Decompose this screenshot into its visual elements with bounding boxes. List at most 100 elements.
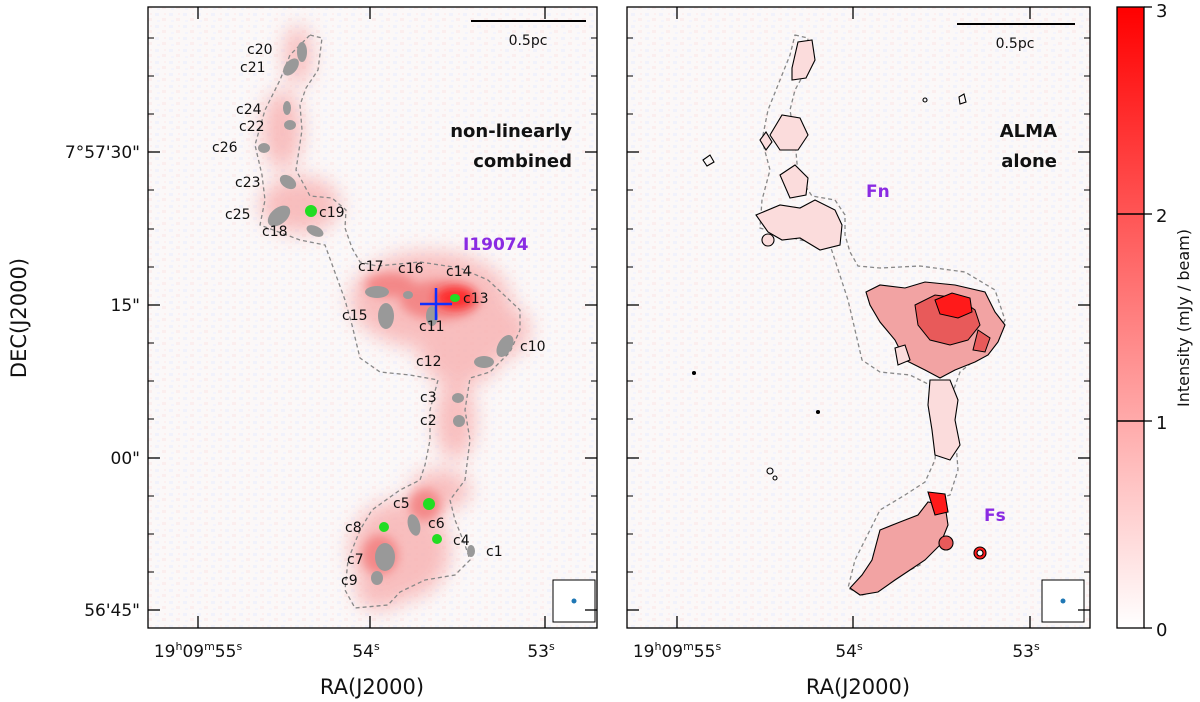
colorbar-ticks (1144, 6, 1152, 629)
colorbar-frame (1116, 6, 1145, 629)
core-c9-ellipse (371, 571, 383, 585)
left-title-line2: combined (473, 151, 572, 172)
label-c6: c6 (428, 516, 445, 532)
right-background (627, 7, 1090, 628)
source-cross (420, 288, 452, 320)
colorbar-level-lines (1117, 213, 1144, 422)
label-c13: c13 (463, 291, 489, 307)
x-tick-labels-left: 19h09m55s 54s 53s (154, 640, 555, 662)
x-axis-title-right: RA(J2000) (806, 675, 910, 699)
core-c20-ellipse (297, 42, 307, 62)
core-c18-ellipse (306, 225, 324, 237)
y-tick-label-1: 15" (111, 296, 140, 316)
label-c23: c23 (235, 175, 261, 191)
core-c7-ellipse (375, 543, 395, 571)
region-label-fs: Fs (984, 506, 1006, 526)
right-beam (1060, 598, 1066, 604)
highlighted-cores (305, 205, 460, 544)
right-panel: ALMA alone Fn Fs 0.5pc (626, 6, 1091, 629)
x-tick-label-left-0: 19h09m55s (154, 640, 243, 662)
label-c4: c4 (453, 533, 470, 549)
label-c11: c11 (419, 319, 445, 335)
x-axis-title-left: RA(J2000) (320, 675, 424, 699)
label-c5: c5 (393, 496, 410, 512)
right-title-line2: alone (1001, 151, 1057, 172)
core-c25-ellipse (267, 205, 291, 227)
left-panel: c20 c21 c24 c22 c26 c23 c25 c19 c18 c17 … (147, 6, 598, 629)
y-tick-label-2: 00" (111, 449, 140, 469)
left-coverage-boundary (254, 34, 521, 609)
core-c5-ellipse (423, 498, 435, 510)
core-c13-ellipse (450, 294, 460, 302)
core-c8-ellipse (379, 522, 389, 532)
colorbar-tick-2: 2 (1156, 206, 1167, 227)
label-c8: c8 (345, 520, 362, 536)
left-frame (147, 6, 598, 629)
core-c16-ellipse (403, 291, 413, 299)
x-tick-label-left-1: 54s (352, 640, 380, 662)
contours-hub-peak (934, 292, 973, 319)
label-c1: c1 (486, 544, 503, 560)
core-c24-ellipse (283, 101, 291, 115)
colorbar-tick-labels: 0 1 2 3 (1156, 1, 1167, 641)
core-c21-ellipse (283, 58, 299, 76)
right-title-line1: ALMA (1000, 121, 1057, 142)
contours-south (849, 491, 987, 596)
core-c23-ellipse (279, 174, 297, 190)
label-c18: c18 (262, 224, 288, 240)
x-tick-label-right-2: 53s (1012, 640, 1040, 662)
core-c6-ellipse (407, 514, 421, 536)
axis-minor-ticks (148, 37, 1090, 573)
label-c15: c15 (342, 308, 368, 324)
x-tick-label-right-1: 54s (835, 640, 863, 662)
contours-north (755, 39, 843, 251)
core-labels: c20 c21 c24 c22 c26 c23 c25 c19 c18 c17 … (212, 42, 546, 589)
colorbar-gradient (1117, 7, 1144, 628)
y-tick-label-3: 56'45" (84, 601, 140, 621)
core-c19-ellipse (305, 205, 317, 217)
label-c9: c9 (341, 573, 358, 589)
label-c16: c16 (398, 261, 424, 277)
label-c2: c2 (420, 413, 437, 429)
x-tick-labels-right: 19h09m55s 54s 53s (633, 640, 1040, 662)
source-label: I19074 (463, 235, 529, 255)
region-label-fn: Fn (866, 182, 890, 202)
label-c22: c22 (239, 119, 265, 135)
label-c24: c24 (236, 102, 262, 118)
y-tick-label-0: 7°57'30" (65, 143, 140, 163)
core-c6-highlight (432, 534, 442, 544)
core-c12-ellipse (474, 356, 494, 368)
contours-isolated (691, 93, 967, 481)
label-c21: c21 (240, 60, 266, 76)
label-c17: c17 (358, 259, 384, 275)
label-c3: c3 (420, 390, 437, 406)
label-c7: c7 (347, 552, 364, 568)
label-c20: c20 (247, 42, 273, 58)
label-c19: c19 (319, 205, 345, 221)
left-beam (571, 598, 577, 604)
y-axis-title: DEC(J2000) (7, 258, 31, 378)
label-c26: c26 (212, 140, 238, 156)
colorbar-tick-3: 3 (1156, 1, 1167, 22)
core-c26-ellipse (258, 143, 270, 153)
core-c1-ellipse (467, 545, 475, 557)
right-frame (626, 6, 1091, 629)
colorbar: 0 1 2 3 Intensity (mJy / beam) (1116, 1, 1193, 641)
y-tick-labels: 7°57'30" 15" 00" 56'45" (65, 143, 140, 621)
label-c14: c14 (446, 264, 472, 280)
colorbar-label: Intensity (mJy / beam) (1174, 229, 1193, 407)
core-c10-ellipse (496, 335, 514, 357)
label-c10: c10 (520, 339, 546, 355)
left-title-line1: non-linearly (450, 121, 572, 142)
core-ellipses (258, 42, 514, 585)
label-c12: c12 (416, 354, 442, 370)
x-tick-label-left-2: 53s (527, 640, 555, 662)
core-c15-ellipse (378, 303, 394, 329)
core-c3-ellipse (452, 393, 464, 403)
label-c25: c25 (225, 207, 251, 223)
left-scale-bar-label: 0.5pc (509, 33, 548, 49)
core-c17-ellipse (365, 286, 389, 298)
x-tick-label-right-0: 19h09m55s (633, 640, 722, 662)
colorbar-tick-1: 1 (1156, 413, 1167, 434)
